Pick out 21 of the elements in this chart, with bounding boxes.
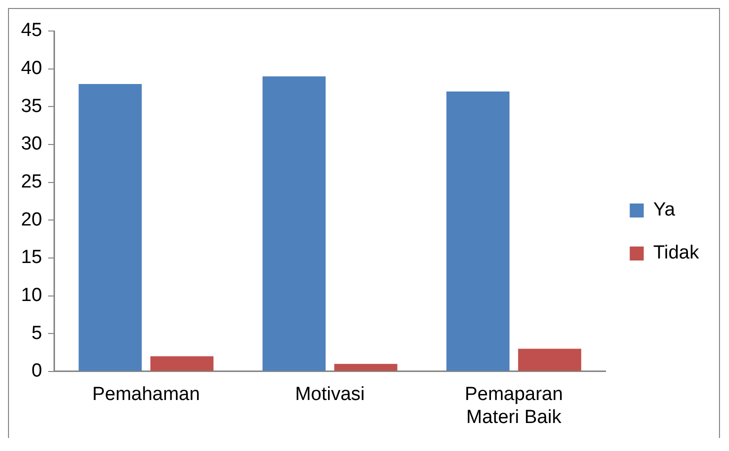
y-tick-label: 0 xyxy=(32,360,42,382)
bar xyxy=(446,92,510,371)
x-tick-label: Motivasi xyxy=(295,384,365,406)
bar xyxy=(78,84,142,371)
legend-label: Ya xyxy=(653,200,676,221)
y-tick-label: 30 xyxy=(20,134,42,155)
y-tick-label: 35 xyxy=(20,96,42,117)
bar xyxy=(518,348,582,371)
bar xyxy=(262,76,326,371)
y-tick-label: 20 xyxy=(20,209,42,230)
legend-label: Tidak xyxy=(653,242,700,264)
y-tick-label: 10 xyxy=(20,284,42,306)
y-tick-label: 40 xyxy=(20,58,42,80)
y-tick-label: 45 xyxy=(20,20,42,42)
bar xyxy=(334,364,398,371)
x-tick-label: Pemahaman xyxy=(92,384,200,406)
y-tick-label: 25 xyxy=(20,172,42,193)
y-tick-label: 15 xyxy=(20,247,42,268)
x-tick-label: Pemaparan Materi Baik xyxy=(464,384,563,428)
y-tick-label: 5 xyxy=(32,322,42,344)
bar xyxy=(150,356,214,371)
